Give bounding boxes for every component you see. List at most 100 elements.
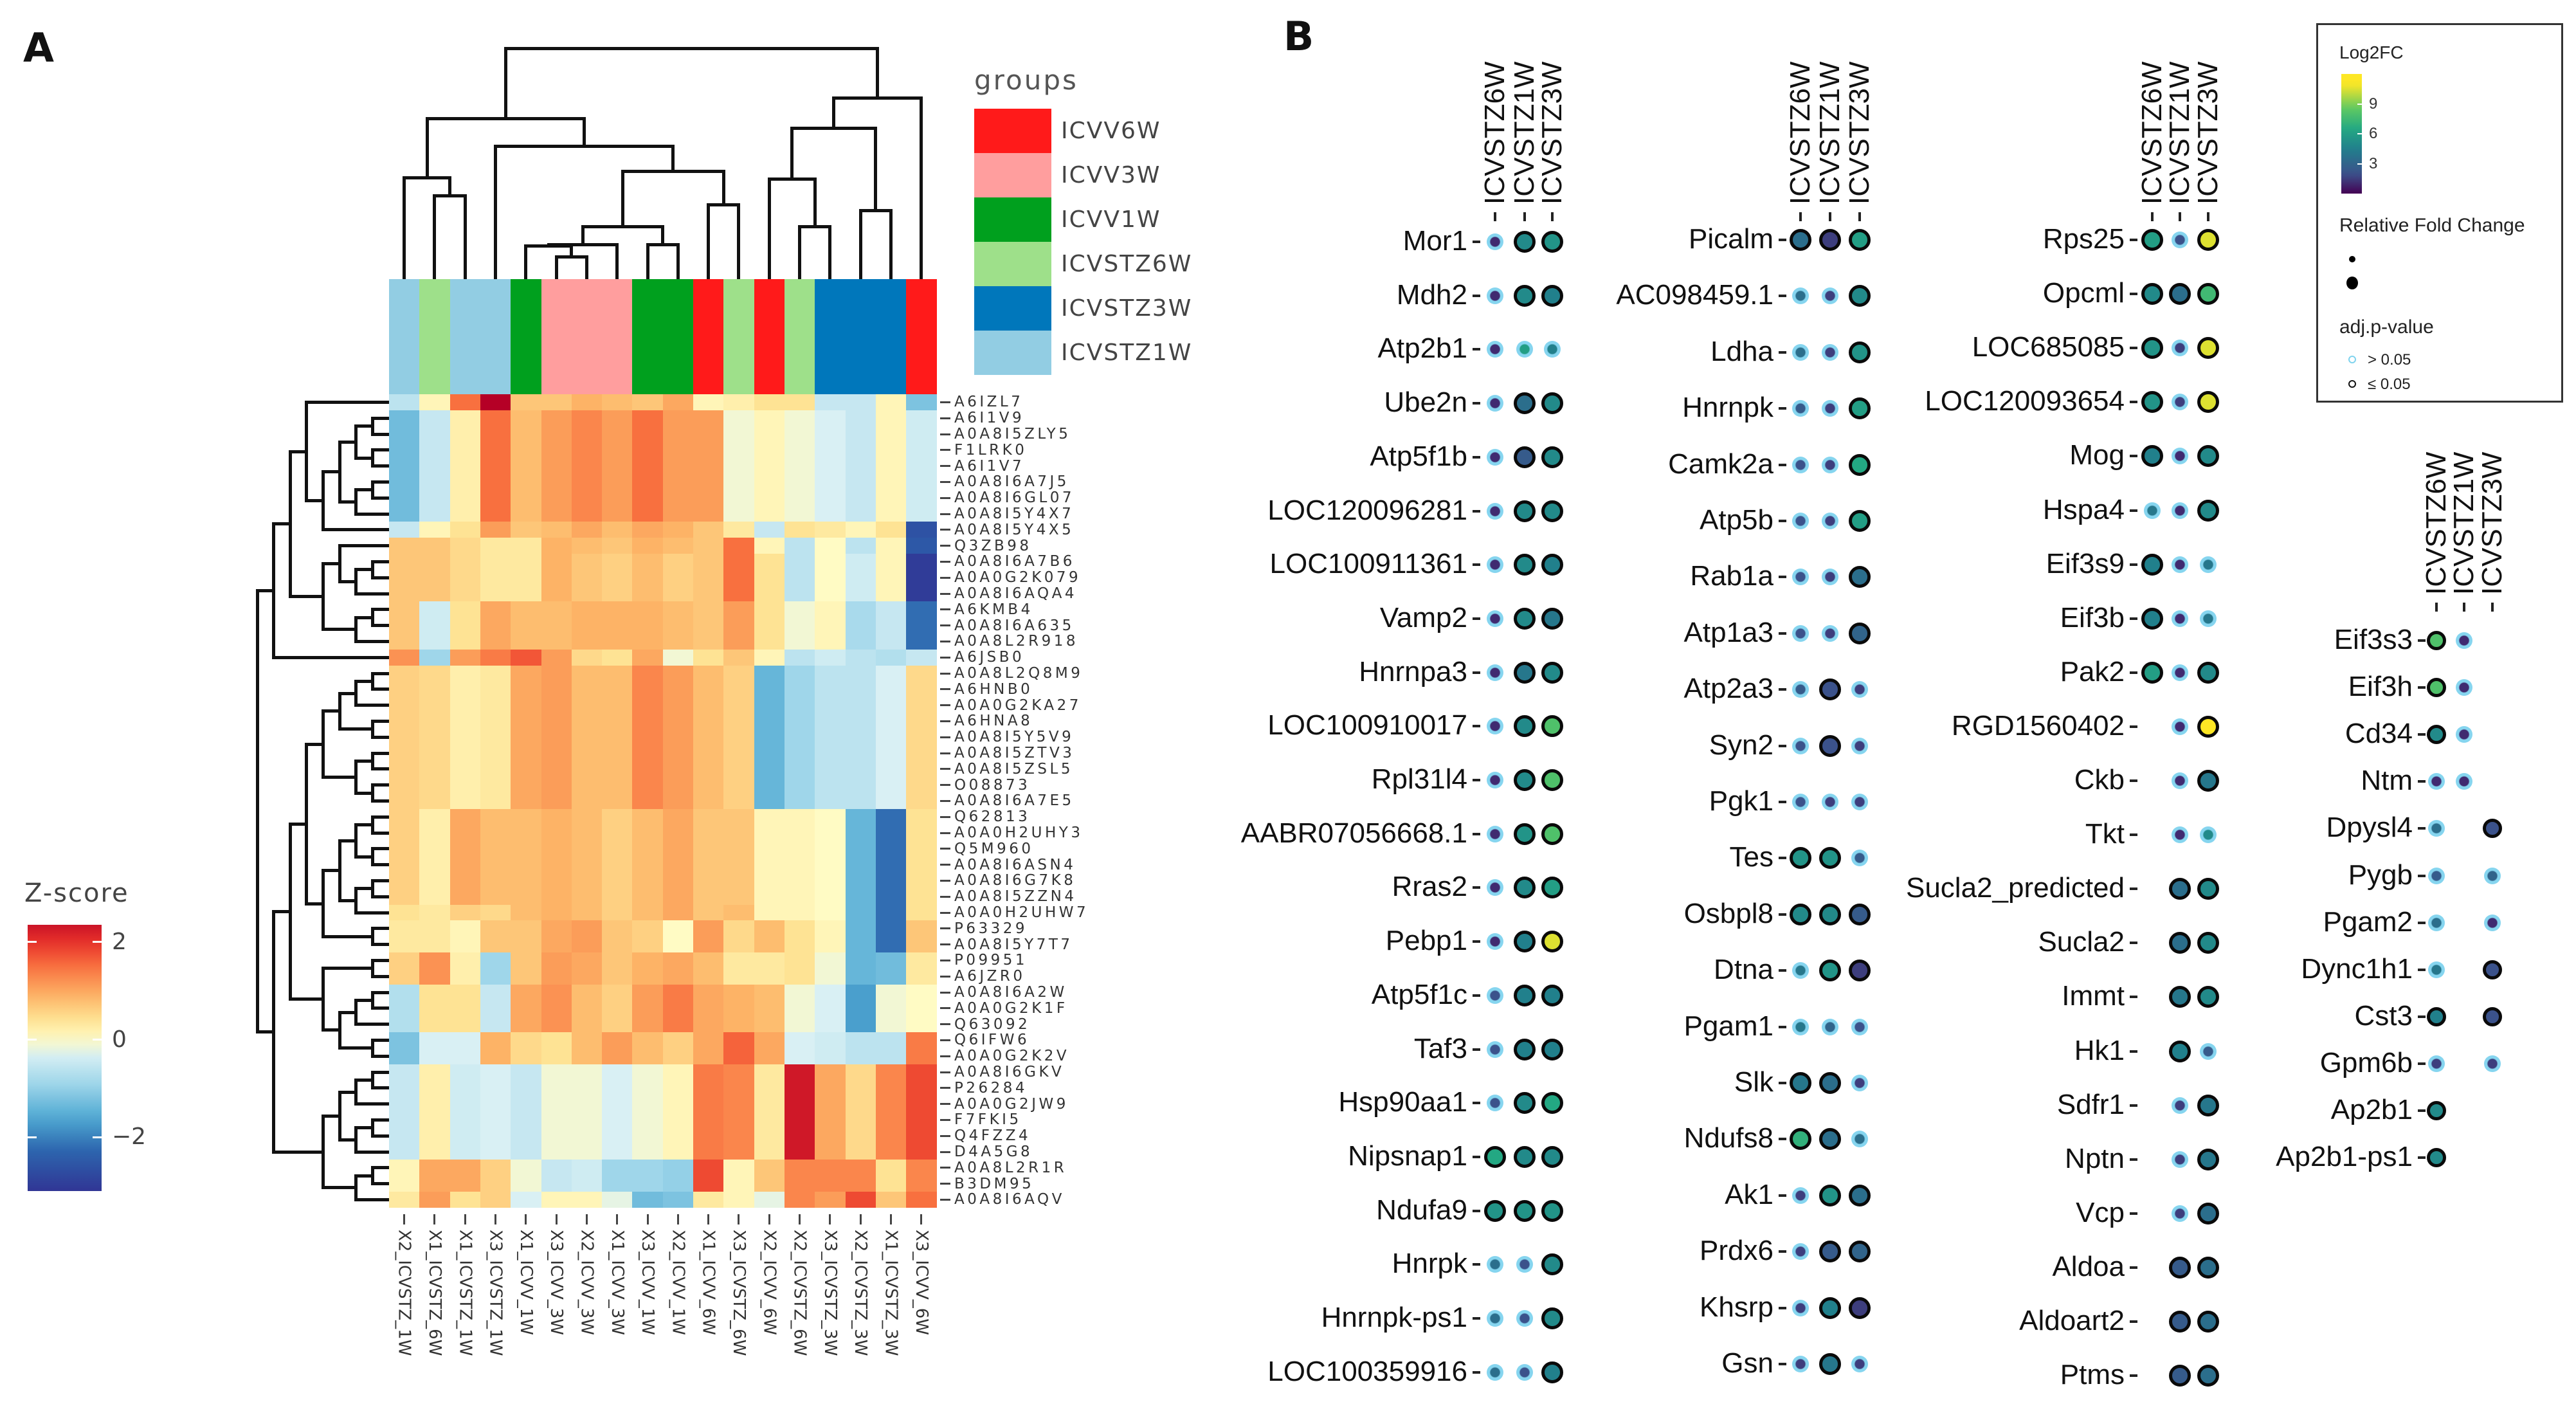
heatmap-cell — [541, 489, 572, 507]
significant-dot — [2169, 1256, 2191, 1279]
heatmap-cell — [906, 554, 937, 570]
heatmap-row-label: F1LRK0 — [954, 441, 1028, 459]
heatmap-cell — [541, 697, 572, 714]
heatmap-cell — [754, 824, 785, 841]
heatmap-cell — [602, 1080, 633, 1097]
gene-tick — [1779, 969, 1786, 972]
heatmap-column-label: X1_ICVSTZ_3W — [881, 1230, 901, 1356]
heatmap-cell — [511, 920, 542, 937]
heatmap-cell — [815, 569, 846, 587]
gene-tick — [2418, 1062, 2426, 1065]
gene-tick — [2418, 733, 2426, 736]
heatmap-cell — [662, 745, 694, 761]
heatmap-cell — [449, 888, 481, 906]
gene-tick — [2130, 1212, 2137, 1215]
heatmap-cell — [541, 426, 572, 442]
heatmap-cell — [632, 793, 664, 810]
heatmap-cell — [541, 1064, 572, 1080]
heatmap-cell — [906, 873, 937, 889]
heatmap-cell — [815, 793, 846, 810]
heatmap-cell — [389, 681, 420, 698]
heatmap-cell — [784, 984, 815, 1001]
nonsignificant-dot — [1822, 287, 1838, 305]
heatmap-cell — [693, 1192, 724, 1208]
heatmap-cell — [845, 1112, 876, 1129]
condition-tick — [1551, 212, 1554, 221]
heatmap-cell — [693, 489, 724, 507]
column-label-tick — [464, 1214, 466, 1224]
dendrogram-branch — [707, 205, 711, 279]
heatmap-cell — [480, 617, 511, 634]
heatmap-cell — [815, 1064, 846, 1080]
gene-tick — [1473, 1317, 1480, 1320]
nonsignificant-dot — [2172, 772, 2188, 789]
heatmap-cell — [754, 505, 785, 522]
dendrogram-branch — [272, 909, 292, 913]
heatmap-cell — [723, 442, 755, 459]
gene-label: Hnrnpa3 — [1359, 655, 1467, 687]
group-annotation-cell — [845, 279, 876, 394]
heatmap-cell — [389, 745, 420, 761]
heatmap-cell — [754, 489, 785, 507]
gene-label: Ap2b1-ps1 — [2276, 1141, 2413, 1173]
dendrogram-branch — [790, 127, 878, 131]
significant-dot — [2169, 878, 2191, 900]
heatmap-cell — [511, 1160, 542, 1176]
heatmap-cell — [571, 697, 603, 714]
heatmap-cell — [723, 1096, 755, 1113]
heatmap-cell — [602, 538, 633, 554]
gene-tick — [1473, 779, 1480, 781]
heatmap-cell — [449, 442, 481, 459]
heatmap-cell — [511, 857, 542, 873]
dendrogram-branch — [255, 589, 276, 593]
heatmap-cell — [875, 585, 907, 602]
heatmap-cell — [875, 522, 907, 538]
heatmap-cell — [389, 777, 420, 794]
nonsignificant-dot — [2172, 826, 2188, 844]
significant-dot — [2483, 819, 2502, 839]
heatmap-cell — [389, 633, 420, 650]
heatmap-cell — [389, 936, 420, 953]
heatmap-cell — [419, 952, 451, 969]
dendrogram-branch — [707, 203, 741, 207]
heatmap-cell — [815, 1176, 846, 1192]
gene-tick — [1779, 1082, 1786, 1084]
row-label-tick — [940, 1151, 950, 1153]
heatmap-cell — [845, 1016, 876, 1033]
heatmap-cell — [480, 904, 511, 921]
heatmap-cell — [602, 713, 633, 730]
significant-dot — [1849, 960, 1871, 982]
significant-dot — [2427, 1148, 2446, 1168]
heatmap-cell — [389, 474, 420, 491]
heatmap-cell — [693, 1096, 724, 1113]
heatmap-cell — [419, 554, 451, 570]
heatmap-cell — [754, 808, 785, 826]
heatmap-cell — [815, 601, 846, 618]
heatmap-cell — [449, 1096, 481, 1113]
heatmap-cell — [906, 808, 937, 826]
dendrogram-branch — [370, 863, 391, 867]
heatmap-row-label: A0A8I5Y5V9 — [954, 729, 1075, 746]
heatmap-cell — [784, 458, 815, 475]
gene-label: Tes — [1729, 841, 1773, 873]
log2fc-tick — [2357, 133, 2362, 134]
gene-tick — [2418, 1156, 2426, 1160]
significant-dot — [1849, 453, 1871, 476]
gene-tick — [1779, 913, 1786, 916]
significant-dot — [2141, 553, 2163, 576]
significant-dot — [2141, 229, 2163, 251]
row-label-tick — [940, 1118, 950, 1121]
significant-dot — [1541, 931, 1563, 953]
heatmap-cell — [906, 489, 937, 507]
nonsignificant-dot — [1487, 1095, 1503, 1112]
heatmap-cell — [571, 538, 603, 554]
gene-tick — [1779, 520, 1786, 522]
heatmap-row-label: Q4FZZ4 — [954, 1127, 1031, 1145]
heatmap-cell — [449, 1112, 481, 1129]
heatmap-cell — [754, 729, 785, 746]
heatmap-cell — [449, 1127, 481, 1145]
heatmap-cell — [632, 1000, 664, 1017]
heatmap-cell — [449, 761, 481, 778]
dendrogram-branch — [354, 1102, 391, 1106]
heatmap-cell — [419, 458, 451, 475]
